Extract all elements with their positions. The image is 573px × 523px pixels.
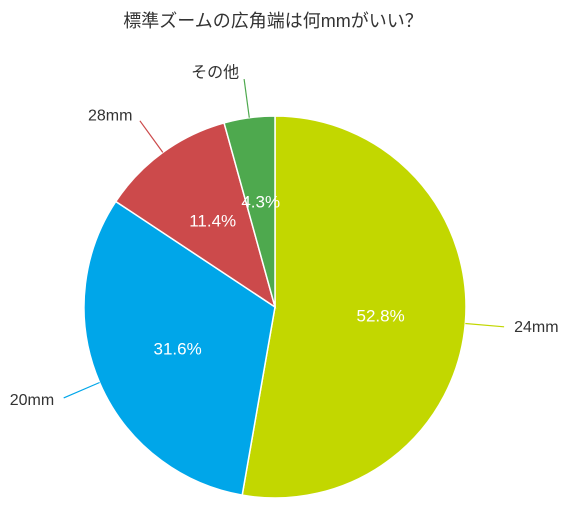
value-label-4: 4.3% xyxy=(241,193,280,212)
leader-line-1 xyxy=(465,322,505,328)
category-labels: 24mm 20mm 28mm その他 xyxy=(10,64,559,409)
value-label-3: 11.4% xyxy=(189,212,236,231)
value-labels: 52.8% 31.6% 11.4% 4.3% xyxy=(153,193,404,359)
leader-line-4 xyxy=(243,79,250,118)
pie-slice-4 xyxy=(223,115,276,308)
pie-slice-3 xyxy=(114,121,277,309)
category-label-2: 20mm xyxy=(10,392,54,409)
pie-slice-2 xyxy=(83,200,276,497)
category-label-3: 28mm xyxy=(88,108,132,125)
pie-slice-1 xyxy=(241,115,467,499)
category-label-4: その他 xyxy=(191,64,239,82)
leader-lines xyxy=(63,79,505,399)
value-label-2: 31.6% xyxy=(153,339,201,358)
pie-slices xyxy=(83,115,467,499)
category-label-1: 24mm xyxy=(514,319,558,336)
leader-line-3 xyxy=(139,120,164,153)
value-label-1: 52.8% xyxy=(356,307,404,326)
chart-title: 標準ズームの広角端は何mmがいい？ xyxy=(123,11,422,31)
leader-line-2 xyxy=(63,381,100,399)
